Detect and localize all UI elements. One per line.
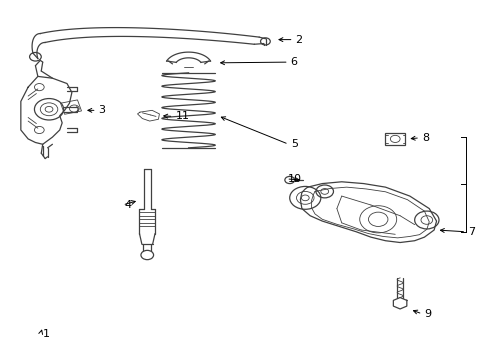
Text: 7: 7 <box>467 227 474 237</box>
Text: 6: 6 <box>290 57 297 67</box>
Text: 1: 1 <box>42 329 50 339</box>
Text: 10: 10 <box>287 174 302 184</box>
Text: 11: 11 <box>175 111 189 121</box>
Bar <box>61 100 81 114</box>
Bar <box>384 133 405 145</box>
Text: 9: 9 <box>424 309 430 319</box>
Text: 5: 5 <box>290 139 297 149</box>
Text: 2: 2 <box>295 35 302 45</box>
Text: 4: 4 <box>124 200 131 210</box>
Text: 3: 3 <box>99 105 105 115</box>
Text: 8: 8 <box>421 133 428 143</box>
